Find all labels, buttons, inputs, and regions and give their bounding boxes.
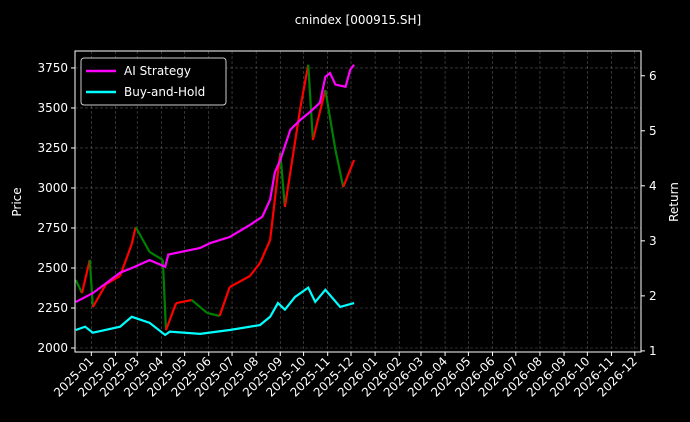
price-candle [218,286,231,317]
price-candle [74,279,83,294]
price-candle [307,64,315,141]
y2-tick-label: 4 [649,179,657,193]
price-candle [88,259,94,308]
price-candle [161,259,168,331]
price-candle [175,298,192,305]
series-line-ai-strategy [75,64,355,303]
legend-label: AI Strategy [124,64,191,78]
price-candle [149,251,164,261]
y-tick-label: 2000 [37,341,68,355]
y-tick-label: 2750 [37,221,68,235]
price-candle [134,226,151,253]
series-line-buy-and-hold [75,285,355,337]
price-candle [130,226,137,245]
y2-tick-label: 3 [649,234,657,248]
y2-tick-label: 2 [649,289,657,303]
legend-label: Buy-and-Hold [124,85,205,99]
price-candle [342,159,356,188]
price-candle [279,152,287,208]
chart-title: cnindex [000915.SH] [295,13,421,27]
price-candle [190,299,208,314]
y2-tick-label: 1 [649,344,657,358]
plot-frame [74,50,642,353]
legend [80,57,227,106]
price-candle [311,89,327,141]
y-tick-label: 2250 [37,301,68,315]
price-candle [91,283,108,308]
price-candle [324,89,337,151]
price-candle [206,311,220,318]
price-candle [119,243,133,277]
price-candle [334,149,345,188]
price-candle [164,302,178,331]
y2-axis-label: Return [667,182,681,222]
y-tick-label: 3500 [37,101,68,115]
y2-tick-label: 6 [649,69,657,83]
y2-tick-label: 5 [649,124,657,138]
y-axis-label: Price [10,187,24,216]
price-candle [229,275,251,288]
price-candle [259,239,272,264]
y-tick-label: 2500 [37,261,68,275]
price-candle [269,172,280,241]
y-tick-label: 3000 [37,181,68,195]
y-tick-label: 3750 [37,61,68,75]
price-candle [80,259,91,294]
price-candle [249,262,261,277]
y-tick-label: 3250 [37,141,68,155]
price-candle [299,64,310,108]
